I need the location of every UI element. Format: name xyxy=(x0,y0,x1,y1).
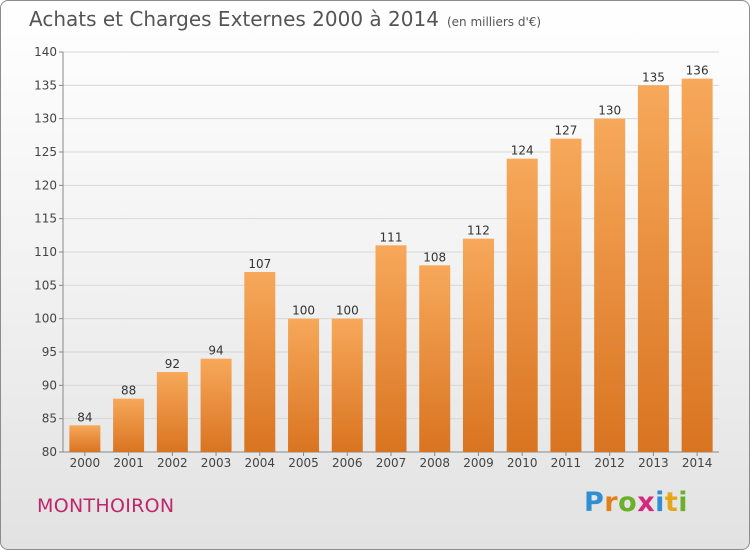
x-tick-label: 2004 xyxy=(245,456,276,470)
data-label: 136 xyxy=(686,64,709,78)
bar xyxy=(681,78,713,453)
data-label: 100 xyxy=(292,304,315,318)
x-tick-label: 2007 xyxy=(376,456,407,470)
data-label: 94 xyxy=(208,344,223,358)
data-label: 108 xyxy=(423,250,446,264)
chart-title-text: Achats et Charges Externes 2000 à 2014 xyxy=(29,7,439,31)
data-label: 130 xyxy=(598,104,621,118)
data-label: 107 xyxy=(248,257,271,271)
x-tick-label: 2009 xyxy=(463,456,494,470)
data-label: 135 xyxy=(642,70,665,84)
y-tick-label: 130 xyxy=(34,112,57,126)
y-tick-label: 90 xyxy=(42,378,57,392)
data-label: 124 xyxy=(511,144,534,158)
data-label: 92 xyxy=(165,357,180,371)
bar xyxy=(113,398,145,452)
y-tick-label: 95 xyxy=(42,345,57,359)
bar xyxy=(288,318,320,452)
x-tick-label: 2005 xyxy=(288,456,319,470)
y-tick-label: 105 xyxy=(34,278,57,292)
y-tick-label: 80 xyxy=(42,445,57,459)
bar xyxy=(69,425,101,452)
bar xyxy=(419,265,451,452)
x-tick-label: 2012 xyxy=(594,456,625,470)
y-tick-label: 140 xyxy=(34,45,57,59)
y-tick-label: 125 xyxy=(34,145,57,159)
y-tick-label: 135 xyxy=(34,78,57,92)
proxiti-logo: Proxiti xyxy=(584,487,689,518)
x-tick-label: 2008 xyxy=(419,456,450,470)
bar xyxy=(462,238,494,452)
chart-title: Achats et Charges Externes 2000 à 2014 (e… xyxy=(29,7,541,31)
town-name: MONTHOIRON xyxy=(37,495,175,517)
x-tick-label: 2002 xyxy=(157,456,188,470)
bar xyxy=(375,245,407,452)
x-tick-label: 2014 xyxy=(682,456,713,470)
x-tick-label: 2001 xyxy=(113,456,144,470)
bar xyxy=(506,158,538,452)
data-label: 127 xyxy=(554,124,577,138)
y-tick-label: 115 xyxy=(34,212,57,226)
y-tick-label: 120 xyxy=(34,178,57,192)
bar xyxy=(550,138,582,452)
bar xyxy=(637,85,669,452)
x-tick-label: 2006 xyxy=(332,456,363,470)
y-tick-label: 100 xyxy=(34,312,57,326)
bar xyxy=(200,358,232,452)
x-tick-label: 2013 xyxy=(638,456,669,470)
data-label: 100 xyxy=(336,304,359,318)
x-tick-label: 2000 xyxy=(70,456,101,470)
chart-unit: (en milliers d'€) xyxy=(446,15,542,29)
bar xyxy=(331,318,363,452)
bar xyxy=(594,118,626,453)
y-tick-label: 85 xyxy=(42,412,57,426)
data-label: 111 xyxy=(380,230,403,244)
bar xyxy=(156,372,188,452)
data-label: 88 xyxy=(121,384,136,398)
bar xyxy=(244,272,276,452)
data-label: 84 xyxy=(77,410,92,424)
y-tick-label: 110 xyxy=(34,245,57,259)
x-tick-label: 2010 xyxy=(507,456,538,470)
x-tick-label: 2011 xyxy=(551,456,582,470)
data-label: 112 xyxy=(467,224,490,238)
x-tick-label: 2003 xyxy=(201,456,232,470)
